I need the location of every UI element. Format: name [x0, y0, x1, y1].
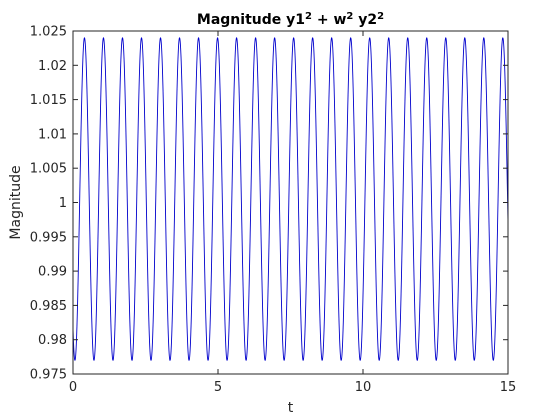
plot-area	[73, 31, 508, 374]
title-superscript: 2	[346, 11, 353, 22]
x-axis-label: t	[288, 400, 294, 416]
y-tick-label: 0.985	[30, 299, 67, 314]
y-tick-label: 1.01	[38, 127, 67, 142]
x-tick-label: 0	[69, 380, 77, 395]
title-superscript: 2	[377, 11, 384, 22]
y-tick-label: 1.025	[30, 25, 67, 40]
x-tick-label: 15	[500, 380, 517, 395]
y-tick-label: 1.015	[30, 93, 67, 108]
x-tick-label: 10	[355, 380, 372, 395]
y-axis-label: Magnitude	[8, 165, 24, 239]
title-segment: y2	[353, 12, 377, 28]
y-tick-label: 0.995	[30, 230, 67, 245]
title-superscript: 2	[305, 11, 312, 22]
title-segment: + w	[312, 12, 346, 28]
y-tick-label: 1.02	[38, 59, 67, 74]
title-segment: Magnitude y1	[197, 12, 305, 28]
x-tick-label: 5	[214, 380, 222, 395]
chart-title: Magnitude y12 + w2 y22	[197, 11, 384, 29]
y-tick-label: 0.98	[38, 333, 67, 348]
y-tick-label: 0.99	[38, 265, 67, 280]
y-tick-label: 0.975	[30, 368, 67, 383]
y-tick-label: 1.005	[30, 162, 67, 177]
y-tick-label: 1	[59, 196, 67, 211]
